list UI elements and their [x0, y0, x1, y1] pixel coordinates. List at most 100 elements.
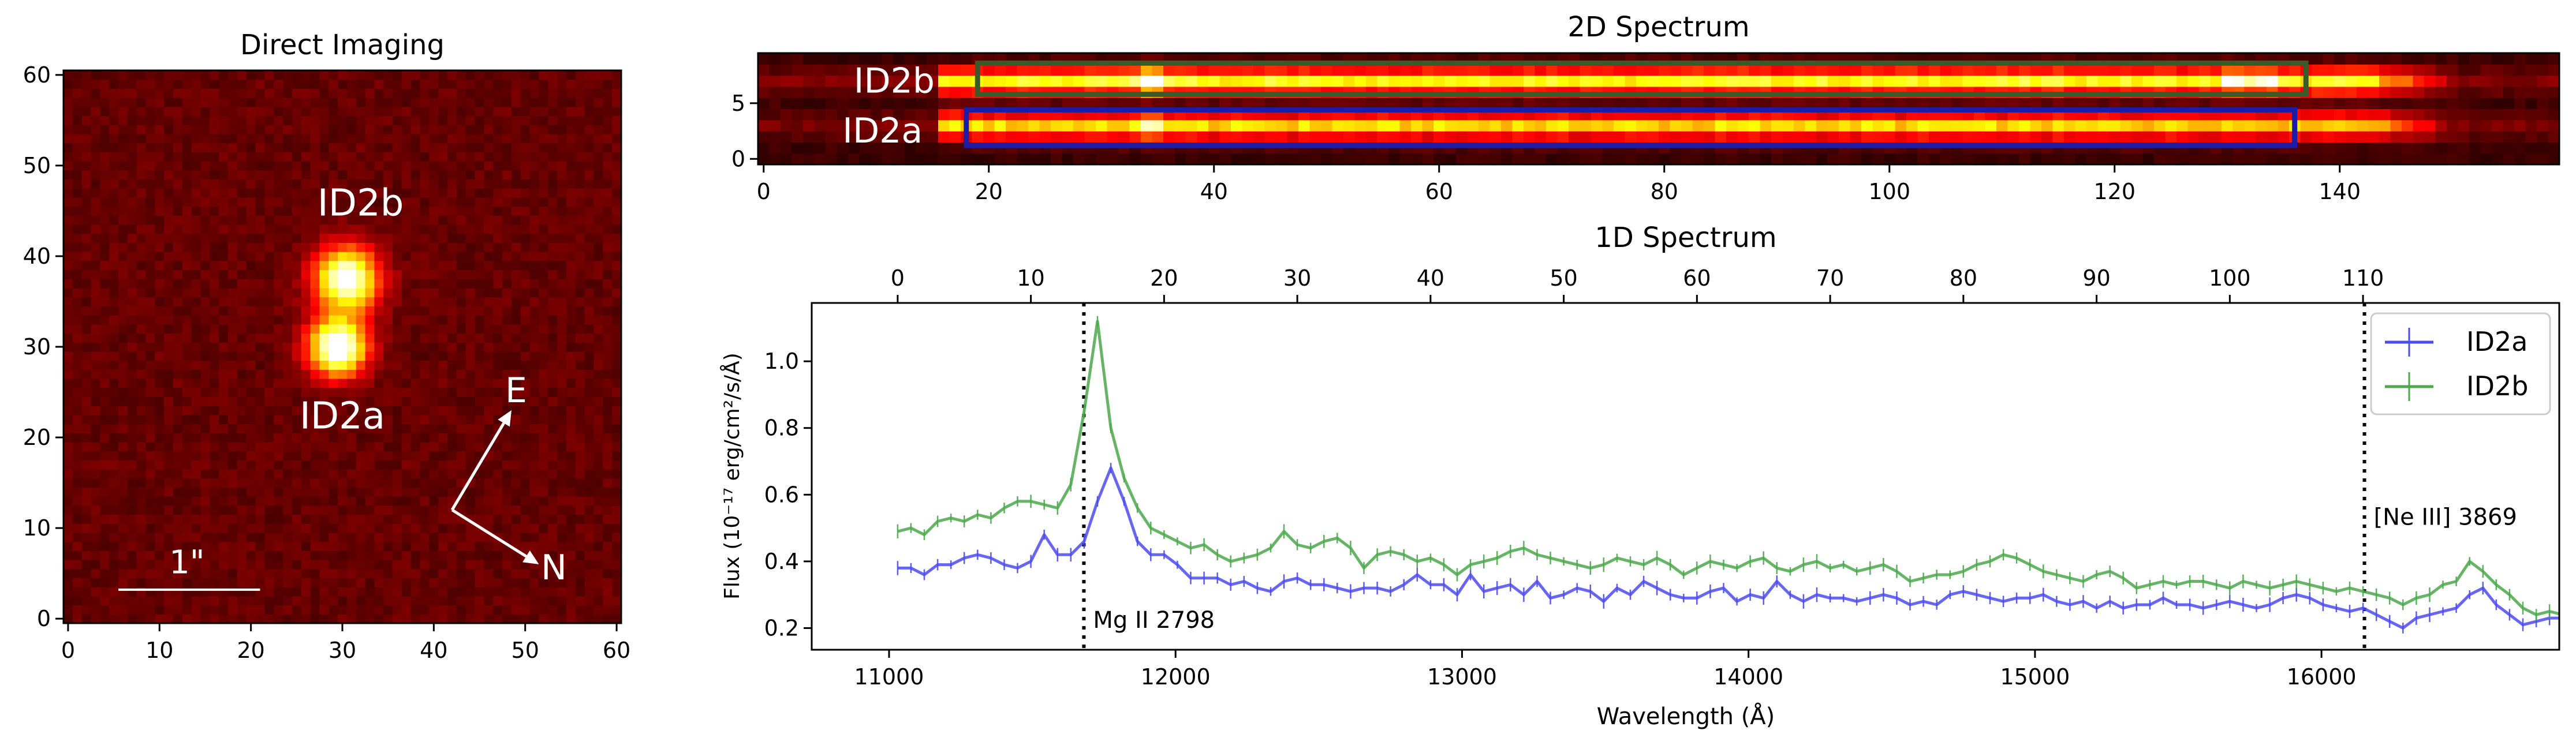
image-pixel	[502, 396, 512, 406]
image-pixel	[173, 252, 183, 261]
image-pixel	[529, 414, 540, 425]
image-pixel	[127, 478, 137, 488]
image-pixel	[346, 333, 357, 343]
image-pixel	[502, 387, 512, 397]
image-pixel	[228, 587, 238, 597]
image-pixel	[274, 143, 283, 152]
spectrum-pixel	[1118, 119, 1130, 132]
image-pixel	[228, 414, 238, 425]
image-pixel	[447, 197, 457, 207]
image-pixel	[145, 487, 155, 497]
image-pixel	[274, 424, 283, 433]
image-pixel	[603, 306, 613, 316]
image-pixel	[210, 260, 219, 271]
image-pixel	[118, 605, 128, 615]
image-pixel	[145, 523, 155, 533]
image-pixel	[338, 333, 348, 343]
image-pixel	[603, 79, 613, 89]
image-pixel	[383, 560, 393, 570]
spectrum-pixel	[1377, 98, 1389, 110]
image-pixel	[164, 133, 174, 144]
image-pixel	[393, 88, 402, 98]
image-pixel	[64, 351, 73, 361]
image-pixel	[356, 360, 366, 370]
image-pixel	[401, 514, 412, 524]
image-pixel	[393, 414, 402, 425]
image-pixel	[593, 170, 603, 180]
spectrum-pixel	[2086, 153, 2099, 164]
spectrum-pixel	[2154, 131, 2166, 143]
image-pixel	[374, 324, 384, 334]
image-pixel	[548, 460, 558, 470]
image-pixel	[155, 587, 165, 597]
spectrum-pixel	[2064, 153, 2076, 164]
spectrum-pixel	[2458, 142, 2470, 154]
image-pixel	[255, 206, 265, 216]
spectrum-pixel	[2503, 153, 2515, 164]
image-pixel	[164, 197, 174, 207]
spectrum-pixel	[1141, 131, 1153, 143]
image-pixel	[566, 414, 576, 425]
image-pixel	[191, 170, 201, 180]
image-pixel	[420, 79, 430, 89]
image-pixel	[210, 133, 219, 144]
image-pixel	[100, 98, 110, 107]
image-pixel	[603, 433, 613, 443]
spectrum-pixel	[2210, 153, 2222, 164]
image-pixel	[575, 496, 585, 506]
spectrum-pixel	[859, 108, 871, 121]
spectrum-pixel	[1129, 119, 1141, 132]
image-pixel	[200, 88, 210, 98]
spectrum-pixel	[882, 119, 894, 132]
image-pixel	[182, 179, 192, 189]
image-pixel	[493, 79, 503, 89]
image-pixel	[72, 315, 83, 325]
image-pixel	[145, 333, 155, 343]
image-pixel	[365, 170, 375, 180]
image-pixel	[164, 424, 174, 433]
image-pixel	[136, 70, 147, 80]
image-pixel	[328, 478, 338, 488]
image-pixel	[109, 406, 119, 415]
spectrum-pixel	[1343, 153, 1356, 164]
image-pixel	[365, 279, 375, 289]
image-pixel	[429, 342, 439, 352]
image-pixel	[584, 315, 595, 325]
image-pixel	[511, 605, 521, 615]
image-pixel	[237, 324, 247, 334]
image-pixel	[456, 260, 466, 271]
image-pixel	[383, 514, 393, 524]
spectrum-pixel	[1569, 153, 1581, 164]
image-pixel	[173, 396, 183, 406]
image-pixel	[274, 596, 283, 606]
image-pixel	[346, 560, 357, 570]
image-pixel	[109, 596, 119, 606]
image-pixel	[393, 532, 402, 542]
image-pixel	[210, 143, 219, 152]
image-pixel	[410, 342, 421, 352]
image-pixel	[145, 414, 155, 425]
image-pixel	[301, 496, 311, 506]
image-pixel	[393, 496, 402, 506]
image-pixel	[493, 414, 503, 425]
image-pixel	[264, 333, 274, 343]
image-pixel	[210, 206, 219, 216]
image-pixel	[365, 179, 375, 189]
image-pixel	[529, 133, 540, 144]
image-pixel	[511, 179, 521, 189]
spectrum-pixel	[1546, 75, 1558, 87]
image-pixel	[228, 106, 238, 117]
image-pixel	[566, 161, 576, 171]
image-pixel	[91, 224, 100, 234]
image-pixel	[283, 115, 293, 125]
image-pixel	[145, 170, 155, 180]
image-pixel	[328, 287, 338, 298]
image-pixel	[301, 523, 311, 533]
spectrum-pixel	[1107, 131, 1119, 143]
image-pixel	[612, 287, 621, 298]
image-pixel	[539, 79, 548, 89]
spectrum-pixel	[1399, 119, 1412, 132]
image-pixel	[155, 578, 165, 587]
image-pixel	[456, 560, 466, 570]
spectrum-pixel	[1388, 153, 1401, 164]
